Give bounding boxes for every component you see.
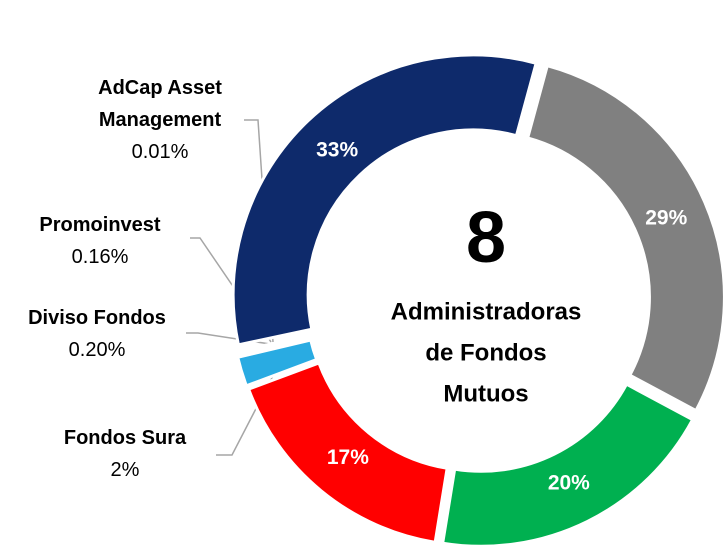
outer-label: Promoinvest 0.16% (0, 209, 200, 273)
value-label: 17% (327, 446, 369, 469)
center-label: Mutuos (443, 380, 528, 407)
value-label: 29% (645, 206, 687, 229)
outer-label: Diviso Fondos 0.20% (0, 302, 194, 366)
outer-label: Fondos Sura 2% (25, 422, 225, 486)
value-label: 0.01% (131, 141, 189, 163)
category-label: Promoinvest (39, 214, 161, 236)
center-label: Administradoras (391, 298, 582, 325)
value-label: 2% (110, 459, 140, 481)
donut-segment (440, 382, 695, 548)
value-label: 33% (316, 139, 358, 162)
value-label: 20% (548, 471, 590, 494)
donut-segment (525, 63, 724, 413)
category-label: AdCap Asset Management (98, 77, 222, 131)
category-label: Diviso Fondos (28, 307, 166, 329)
donut-segment (246, 361, 449, 545)
outer-label: AdCap Asset Management 0.01% (70, 72, 250, 168)
donut-segment (231, 53, 538, 347)
center-label: de Fondos (425, 339, 546, 366)
value-label: 0.16% (71, 246, 129, 268)
value-label: 0.20% (68, 339, 126, 361)
category-label: Fondos Sura (63, 427, 187, 449)
donut-segment (234, 333, 312, 354)
center-number: 8 (466, 198, 506, 278)
